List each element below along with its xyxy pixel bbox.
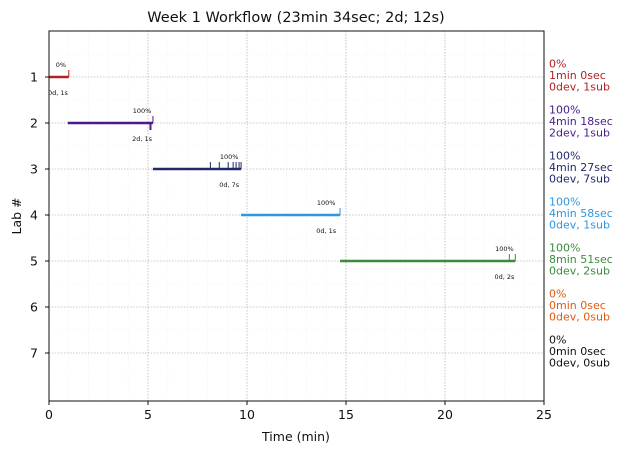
lab-6-summary-line: 0min 0sec: [549, 299, 606, 312]
lab-5-summary-line: 100%: [549, 242, 580, 255]
lab-4-summary-line: 100%: [549, 196, 580, 209]
lab-4-count-label: 0d, 1s: [316, 227, 337, 235]
chart-title: Week 1 Workflow (23min 34sec; 2d; 12s): [147, 10, 444, 26]
x-tick-label: 20: [437, 407, 453, 422]
lab-1-summary-line: 1min 0sec: [549, 69, 606, 82]
y-tick-label: 3: [30, 162, 38, 177]
y-tick-label: 1: [30, 70, 38, 85]
lab-5-count-label: 0d, 2s: [494, 273, 515, 281]
y-tick-label: 2: [30, 116, 38, 131]
plot-frame: [48, 30, 545, 402]
x-axis: 0 5 10 15 20 25: [45, 401, 552, 422]
lab-3-count-label: 0d, 7s: [219, 181, 240, 189]
lab-5-percent-label: 100%: [495, 245, 514, 253]
lab-2-summary-line: 100%: [549, 104, 580, 117]
x-tick-label: 0: [45, 407, 53, 422]
lab-5-summary-line: 0dev, 2sub: [549, 265, 610, 278]
lab-4-group: 100% 0d, 1s: [241, 199, 341, 235]
x-tick-label: 25: [536, 407, 552, 422]
lab-1-summary-line: 0dev, 1sub: [549, 81, 610, 94]
lab-1-group: 0% 0d, 1s: [48, 61, 70, 97]
lab-3-summary-line: 0dev, 7sub: [549, 173, 610, 186]
lab-3-summary-line: 100%: [549, 150, 580, 163]
lab-2-summary-line: 2dev, 1sub: [549, 127, 610, 140]
y-tick-label: 5: [30, 254, 38, 269]
lab-4-summary-line: 0dev, 1sub: [549, 219, 610, 232]
lab-1-percent-label: 0%: [56, 61, 66, 69]
x-axis-label: Time (min): [261, 429, 330, 444]
lab-2-count-label: 2d, 1s: [132, 135, 153, 143]
lab-2-percent-label: 100%: [133, 107, 152, 115]
lab-6-summary-line: 0dev, 0sub: [549, 311, 610, 324]
lab-7-summary-line: 0dev, 0sub: [549, 357, 610, 370]
lab-7-summary-line: 0%: [549, 334, 566, 347]
y-axis: 1 2 3 4 5 6 7: [30, 70, 49, 361]
lab-5-group: 100% 0d, 2s: [340, 245, 516, 281]
lab-1-summary-line: 0%: [549, 58, 566, 71]
x-tick-label: 15: [338, 407, 354, 422]
y-tick-label: 7: [30, 346, 38, 361]
lab-3-percent-label: 100%: [220, 153, 239, 161]
lab-5-summary-line: 8min 51sec: [549, 253, 613, 266]
y-axis-label: Lab #: [9, 197, 24, 234]
y-tick-label: 4: [30, 208, 38, 223]
lab-4-percent-label: 100%: [317, 199, 336, 207]
lab-3-summary-line: 4min 27sec: [549, 161, 613, 174]
x-tick-label: 5: [144, 407, 152, 422]
y-tick-label: 6: [30, 300, 38, 315]
lab-7-summary-line: 0min 0sec: [549, 345, 606, 358]
x-tick-label: 10: [239, 407, 255, 422]
lab-2-group: 100% 2d, 1s: [67, 107, 154, 143]
lab-3-group: 100% 0d, 7s: [152, 153, 242, 189]
lab-4-summary-line: 4min 58sec: [549, 207, 613, 220]
lab-2-summary-line: 4min 18sec: [549, 115, 613, 128]
lab-6-summary-line: 0%: [549, 288, 566, 301]
lab-1-count-label: 0d, 1s: [48, 89, 69, 97]
